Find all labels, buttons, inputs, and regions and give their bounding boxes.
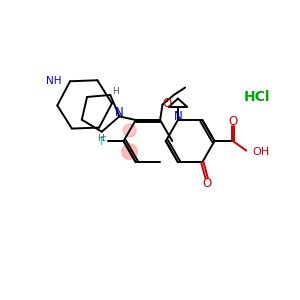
Circle shape (122, 144, 137, 159)
Text: F: F (100, 135, 106, 148)
Text: H: H (97, 134, 104, 143)
Text: OH: OH (253, 147, 270, 157)
Text: HCl: HCl (244, 89, 270, 103)
Text: H: H (112, 87, 119, 96)
Circle shape (123, 124, 136, 137)
Text: O: O (202, 177, 212, 190)
Text: O: O (228, 115, 238, 128)
Text: N: N (114, 106, 123, 119)
Text: NH: NH (46, 76, 62, 86)
Text: O: O (162, 97, 171, 110)
Text: N: N (174, 110, 182, 123)
